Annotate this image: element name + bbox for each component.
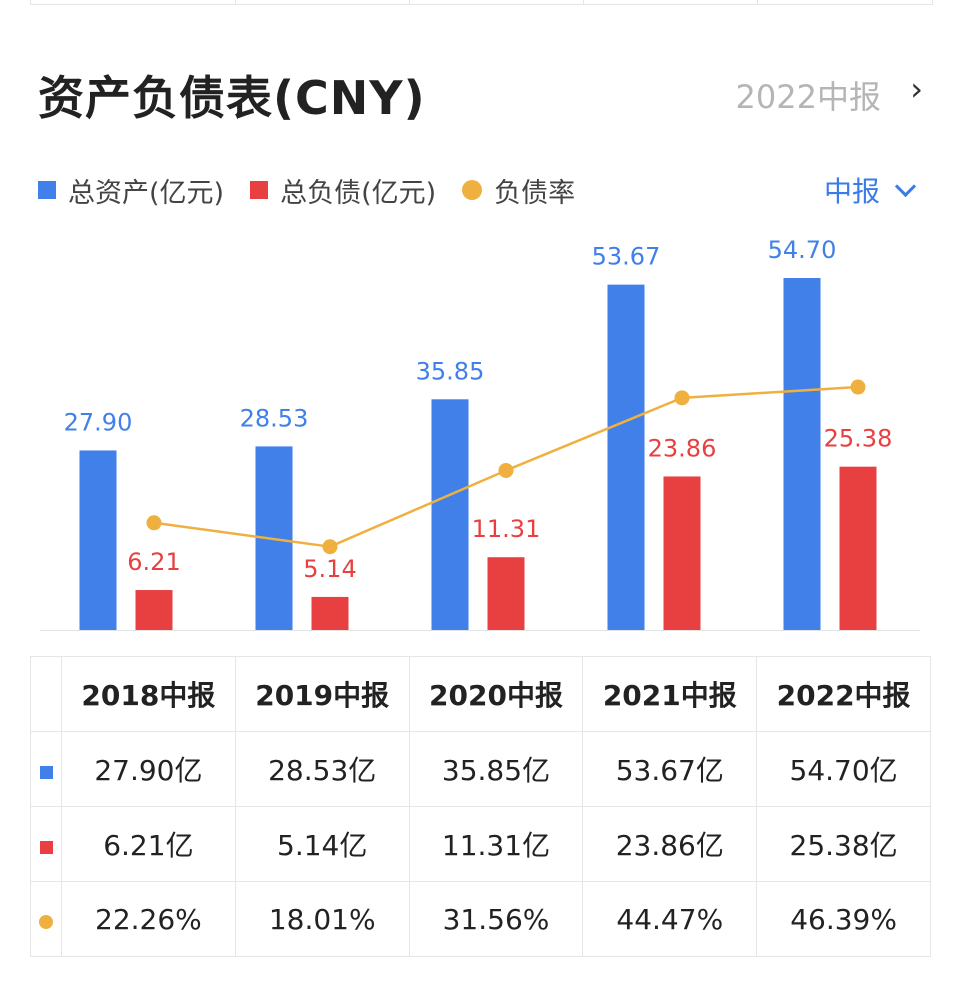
- table-cell: 35.85亿: [408, 731, 584, 807]
- table-cell: 31.56%: [408, 881, 584, 957]
- table-cell: 22.26%: [61, 881, 236, 957]
- row-marker: [30, 806, 62, 882]
- bar-total-assets: [607, 284, 645, 630]
- bar-label-total-assets: 27.90: [64, 408, 133, 436]
- bar-total-assets: [79, 450, 117, 630]
- dropdown-label: 中报: [823, 175, 880, 208]
- blue-square-icon: [39, 765, 53, 779]
- table-row-debt-ratio: 22.26% 18.01% 31.56% 44.47% 46.39%: [30, 881, 931, 957]
- legend-label: 总资产(亿元): [68, 177, 225, 209]
- debt-ratio-point: [850, 379, 866, 395]
- table-header-cell: 2019中报: [234, 656, 410, 732]
- table-cell: 5.14亿: [234, 806, 410, 882]
- table-cell: 28.53亿: [234, 731, 410, 807]
- table-row-assets: 27.90亿 28.53亿 35.85亿 53.67亿 54.70亿: [30, 731, 931, 807]
- table-header-row: 2018中报 2019中报 2020中报 2021中报 2022中报: [30, 656, 931, 732]
- bar-total-liabilities: [135, 590, 173, 630]
- bar-label-total-assets: 35.85: [416, 357, 485, 385]
- period-link[interactable]: 2022中报: [735, 78, 881, 116]
- previous-table-edge: [30, 0, 933, 5]
- table-cell: 25.38亿: [756, 806, 931, 882]
- table-cell: 11.31亿: [408, 806, 584, 882]
- red-square-icon: [39, 840, 53, 854]
- debt-ratio-point: [322, 539, 338, 555]
- bar-total-assets: [431, 399, 469, 630]
- table-cell: 27.90亿: [61, 731, 236, 807]
- bar-label-total-assets: 53.67: [592, 243, 661, 271]
- table-row-liabilities: 6.21亿 5.14亿 11.31亿 23.86亿 25.38亿: [30, 806, 931, 882]
- bar-label-total-assets: 28.53: [240, 404, 309, 432]
- bar-label-total-assets: 54.70: [768, 236, 837, 264]
- bar-label-total-liabilities: 25.38: [824, 425, 893, 453]
- bar-label-total-liabilities: 11.31: [472, 515, 541, 543]
- table-cell: 23.86亿: [582, 806, 758, 882]
- table-header-cell: 2018中报: [61, 656, 236, 732]
- legend-label: 负债率: [494, 177, 576, 209]
- table-header-cell: 2021中报: [582, 656, 758, 732]
- data-table: 2018中报 2019中报 2020中报 2021中报 2022中报 27.90…: [30, 656, 931, 957]
- legend-label: 总负债(亿元): [280, 177, 437, 209]
- debt-ratio-point: [498, 462, 514, 478]
- red-square-icon: [250, 181, 269, 199]
- bar-total-liabilities: [311, 596, 349, 630]
- debt-ratio-point: [146, 515, 162, 531]
- header-marker-cell: [30, 656, 62, 732]
- legend-debt-ratio[interactable]: 负债率: [462, 171, 575, 210]
- bar-total-assets: [783, 278, 821, 630]
- bar-total-liabilities: [839, 466, 877, 630]
- orange-dot-icon: [462, 180, 483, 200]
- table-cell: 44.47%: [582, 881, 758, 957]
- legend-total-liabilities[interactable]: 总负债(亿元): [250, 171, 436, 210]
- table-cell: 6.21亿: [61, 806, 236, 882]
- table-cell: 54.70亿: [756, 731, 931, 807]
- bar-total-liabilities: [663, 476, 701, 630]
- report-type-dropdown[interactable]: 中报: [823, 170, 917, 210]
- table-cell: 46.39%: [756, 881, 931, 957]
- blue-square-icon: [38, 181, 56, 199]
- balance-sheet-chart: 27.90 6.21 28.53 5.14 35.85 11.31 53.67 23.86 54…: [40, 236, 920, 631]
- section-title: 资产负债表(CNY): [38, 71, 426, 125]
- table-cell: 53.67亿: [582, 731, 758, 807]
- orange-dot-icon: [39, 914, 53, 929]
- debt-ratio-point: [674, 390, 690, 406]
- chart-legend: 总资产(亿元) 总负债(亿元) 负债率: [38, 170, 601, 210]
- bar-label-total-liabilities: 6.21: [127, 548, 180, 576]
- legend-total-assets[interactable]: 总资产(亿元): [38, 171, 224, 210]
- table-header-cell: 2022中报: [756, 656, 931, 732]
- chevron-right-icon[interactable]: ›: [910, 70, 923, 108]
- row-marker: [30, 881, 62, 957]
- row-marker: [30, 731, 62, 807]
- chevron-down-icon: [894, 175, 917, 197]
- table-header-cell: 2020中报: [408, 656, 584, 732]
- bar-total-liabilities: [487, 557, 525, 630]
- bar-label-total-liabilities: 5.14: [303, 555, 356, 583]
- table-cell: 18.01%: [234, 881, 410, 957]
- bar-label-total-liabilities: 23.86: [648, 434, 717, 462]
